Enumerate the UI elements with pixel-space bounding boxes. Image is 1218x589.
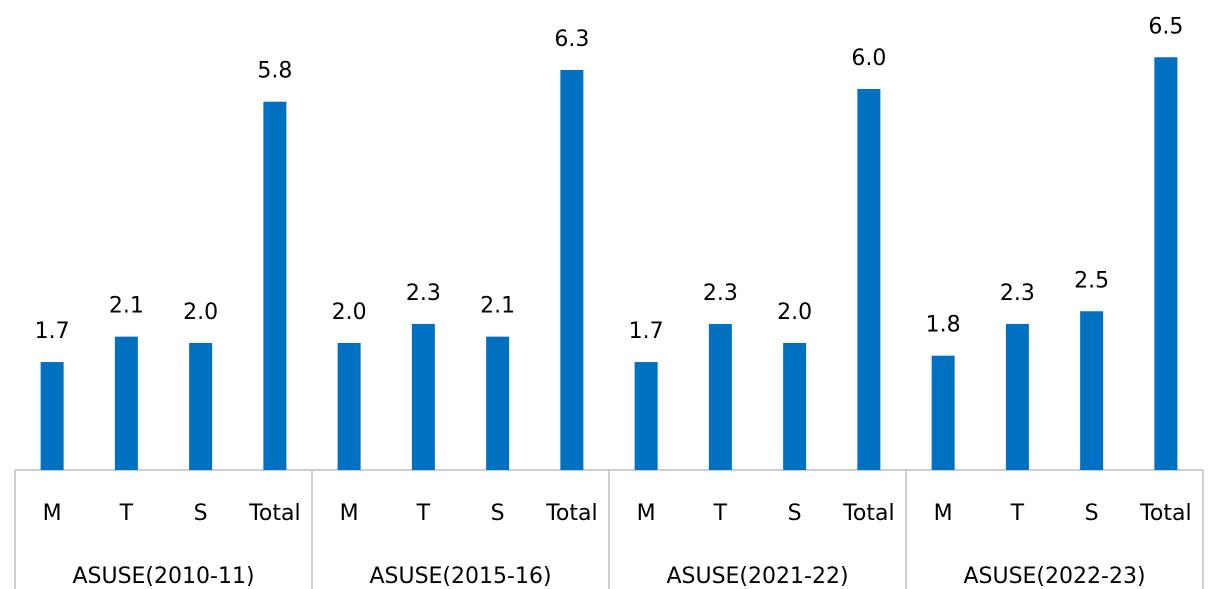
bar [560,69,584,470]
bar [931,355,955,470]
x-tick-label: M [934,501,953,526]
bar [1080,311,1104,470]
bar [1005,323,1029,470]
bar [263,101,287,470]
bar [857,89,881,470]
data-label: 6.5 [1148,14,1183,39]
bar [40,362,64,470]
x-tick-label: Total [1139,501,1191,526]
data-label: 6.3 [554,27,589,52]
bar [634,362,658,470]
data-label: 2.3 [1000,281,1035,306]
group-label: ASUSE(2022-23) [963,564,1145,589]
data-label: 5.8 [257,59,292,84]
data-label: 2.1 [109,294,144,319]
data-label: 2.1 [480,294,515,319]
bar [189,343,213,470]
x-tick-label: S [1085,501,1099,526]
data-label: 1.8 [926,313,961,338]
bar [1154,57,1178,470]
x-tick-label: S [194,501,208,526]
data-label: 2.5 [1074,268,1109,293]
data-label: 1.7 [35,319,70,344]
x-tick-label: S [491,501,505,526]
bar [411,323,435,470]
x-tick-label: T [1010,501,1025,526]
x-tick-label: T [416,501,431,526]
data-label: 2.0 [777,300,812,325]
x-tick-label: M [340,501,359,526]
data-label: 2.3 [406,281,441,306]
group-label: ASUSE(2015-16) [369,564,551,589]
bar [337,343,361,470]
data-label: 1.7 [629,319,664,344]
x-tick-label: T [119,501,134,526]
x-tick-label: S [788,501,802,526]
bar [114,336,138,470]
group-label: ASUSE(2010-11) [72,564,254,589]
x-tick-label: Total [248,501,300,526]
x-tick-label: Total [545,501,597,526]
x-tick-label: M [637,501,656,526]
x-tick-label: M [43,501,62,526]
x-tick-label: T [713,501,728,526]
bar [783,343,807,470]
x-tick-label: Total [842,501,894,526]
data-label: 2.3 [703,281,738,306]
data-label: 2.0 [332,300,367,325]
data-label: 2.0 [183,300,218,325]
data-label: 6.0 [851,46,886,71]
bar [708,323,732,470]
bar [486,336,510,470]
group-label: ASUSE(2021-22) [666,564,848,589]
